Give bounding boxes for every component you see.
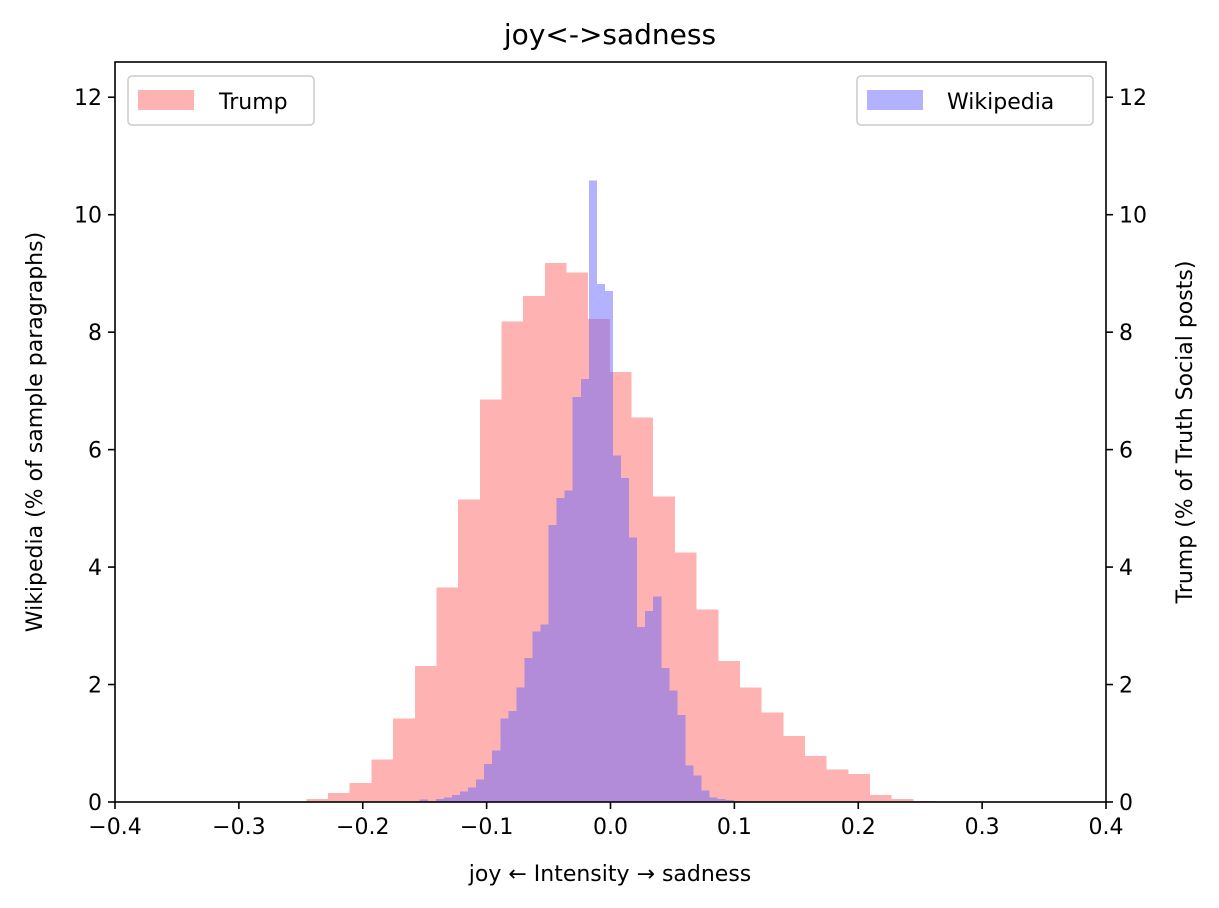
legend-wikipedia-label: Wikipedia xyxy=(947,90,1054,115)
x-tick-label: 0.2 xyxy=(841,815,876,840)
wikipedia-bar xyxy=(653,596,662,802)
bars-layer xyxy=(306,180,936,802)
trump-bar xyxy=(349,783,372,802)
wikipedia-bar xyxy=(637,626,646,802)
trump-bar xyxy=(306,799,329,802)
wikipedia-bar xyxy=(492,750,501,802)
wikipedia-bar xyxy=(556,497,565,802)
wikipedia-bar xyxy=(532,631,541,802)
wikipedia-bar xyxy=(596,284,605,802)
trump-bar xyxy=(479,399,502,802)
wikipedia-bar xyxy=(677,715,686,802)
trump-bar xyxy=(826,769,849,802)
x-tick-label: 0.3 xyxy=(965,815,1000,840)
y-tick-label-left: 8 xyxy=(88,321,102,346)
x-tick-label: 0.4 xyxy=(1089,815,1124,840)
trump-bar xyxy=(371,759,394,802)
wikipedia-bar xyxy=(564,490,573,802)
wikipedia-bar xyxy=(629,537,638,802)
wikipedia-bar xyxy=(435,799,444,802)
y-tick-label-right: 8 xyxy=(1119,321,1133,346)
wikipedia-bar xyxy=(516,687,525,802)
wikipedia-bar xyxy=(709,797,718,802)
wikipedia-bar xyxy=(572,396,581,802)
wikipedia-bar xyxy=(661,668,670,802)
y-tick-label-left: 0 xyxy=(88,791,102,816)
legend-trump-label: Trump xyxy=(218,90,288,115)
wikipedia-bar xyxy=(508,710,517,802)
wikipedia-bar xyxy=(484,763,493,802)
y-tick-label-right: 10 xyxy=(1119,204,1147,229)
x-tick-label: 0.1 xyxy=(717,815,752,840)
y-tick-label-right: 12 xyxy=(1119,86,1147,111)
wikipedia-bar xyxy=(669,690,678,802)
trump-bar xyxy=(414,665,437,802)
trump-bar xyxy=(328,793,350,802)
wikipedia-bar xyxy=(548,524,557,802)
trump-bar xyxy=(804,756,827,802)
wikipedia-bar xyxy=(717,799,726,802)
trump-bar xyxy=(891,799,914,802)
wikipedia-bar xyxy=(701,790,710,802)
y-tick-label-right: 0 xyxy=(1119,791,1133,816)
trump-bar xyxy=(393,718,415,802)
trump-bar xyxy=(783,736,805,802)
wikipedia-bar xyxy=(604,291,613,802)
y-axis-left: 0 2 4 6 8 10 12 xyxy=(74,86,115,816)
x-tick-label: −0.3 xyxy=(212,815,265,840)
y-tick-label-left: 10 xyxy=(74,204,102,229)
wikipedia-bar xyxy=(645,611,654,802)
legend-wikipedia: Wikipedia xyxy=(856,75,1094,126)
x-axis: −0.4 −0.3 −0.2 −0.1 0.0 0.1 0.2 0.3 0.4 xyxy=(88,802,1124,840)
wikipedia-series xyxy=(419,180,742,802)
y-tick-label-left: 4 xyxy=(88,556,102,581)
y-tick-label-left: 2 xyxy=(88,674,102,699)
y-tick-label-left: 6 xyxy=(88,439,102,464)
legend-trump-swatch xyxy=(138,90,194,110)
wikipedia-bar xyxy=(476,779,485,802)
trump-bar xyxy=(501,321,524,802)
legend-wikipedia-frame xyxy=(856,75,1094,126)
wikipedia-bar xyxy=(524,658,533,802)
chart-title: joy<->sadness xyxy=(503,18,716,51)
trump-bar xyxy=(761,712,784,802)
y-axis-label-right: Trump (% of Truth Social posts) xyxy=(1173,261,1198,605)
legend-trump: Trump xyxy=(127,75,315,126)
wikipedia-bar xyxy=(725,800,734,802)
wikipedia-bar xyxy=(693,775,702,802)
trump-bar xyxy=(696,609,719,802)
y-tick-label-right: 4 xyxy=(1119,556,1133,581)
wikipedia-bar xyxy=(451,794,460,802)
trump-bar xyxy=(436,587,459,802)
y-tick-label-right: 2 xyxy=(1119,674,1133,699)
y-axis-label-left: Wikipedia (% of sample paragraphs) xyxy=(23,232,48,632)
legend-trump-frame xyxy=(127,75,315,126)
wikipedia-bar xyxy=(443,797,452,802)
x-tick-label: −0.2 xyxy=(336,815,389,840)
trump-bar xyxy=(458,499,480,802)
wikipedia-bar xyxy=(685,765,694,802)
y-tick-label-right: 6 xyxy=(1119,439,1133,464)
x-tick-label: −0.4 xyxy=(88,815,141,840)
y-tick-label-left: 12 xyxy=(74,86,102,111)
wikipedia-bar xyxy=(459,791,469,802)
wikipedia-bar xyxy=(540,624,549,802)
x-tick-label: 0.0 xyxy=(593,815,628,840)
x-axis-label: joy ← Intensity → sadness xyxy=(468,862,752,887)
trump-bar xyxy=(870,794,892,802)
wikipedia-bar xyxy=(468,787,477,802)
wikipedia-bar xyxy=(580,379,589,802)
trump-bar xyxy=(739,687,762,802)
x-tick-label: −0.1 xyxy=(460,815,513,840)
wikipedia-bar xyxy=(612,455,622,802)
legend-wikipedia-swatch xyxy=(867,90,923,110)
y-axis-right: 0 2 4 6 8 10 12 xyxy=(1106,86,1147,816)
wikipedia-bar xyxy=(500,718,509,802)
trump-bar xyxy=(848,773,871,802)
trump-bar xyxy=(718,661,740,802)
wikipedia-bar xyxy=(419,799,428,802)
wikipedia-bar xyxy=(588,180,597,802)
wikipedia-bar xyxy=(621,477,630,802)
